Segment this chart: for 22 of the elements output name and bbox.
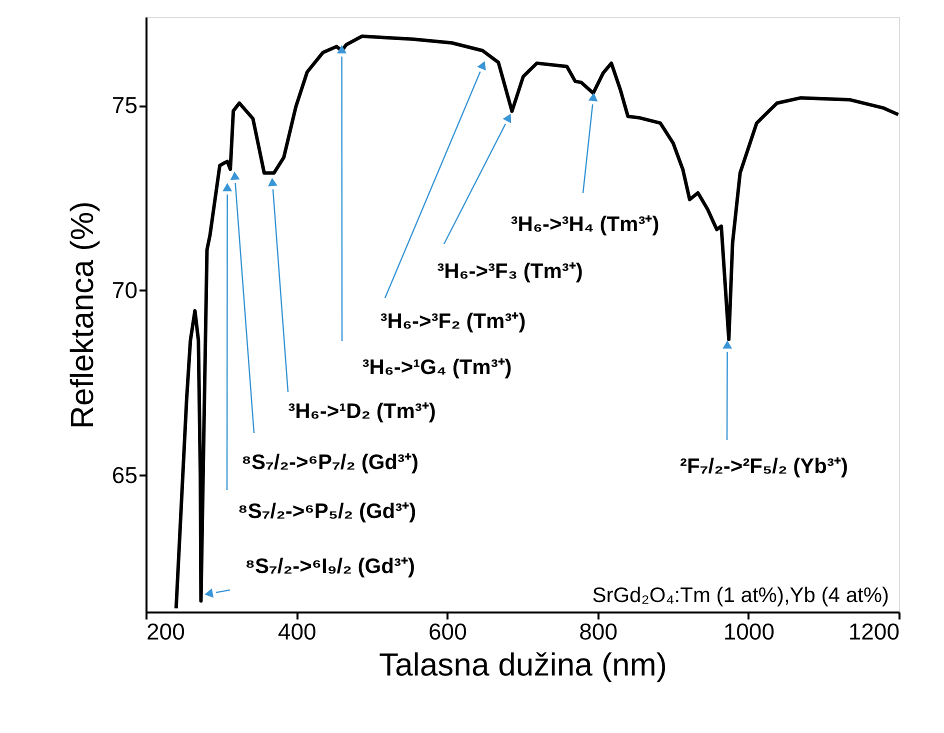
x-tick-label: 600 (428, 618, 467, 644)
x-axis-title: Talasna dužina (nm) (378, 646, 668, 682)
y-tick-label: 70 (112, 276, 138, 303)
annotation: ⁸S₇/₂->⁶P₅/₂ (Gd³⁺) (238, 500, 416, 523)
line-series (174, 34, 899, 610)
x-tick-label: 200 (146, 618, 185, 644)
x-tick-label: 800 (579, 618, 618, 644)
annotation: ³H₆->³F₃ (Tm³⁺) (437, 260, 583, 283)
annotation: ⁸S₇/₂->⁶I₉/₂ (Gd³⁺) (245, 555, 415, 578)
x-tick-label: 400 (278, 618, 316, 644)
annotation: ⁸S₇/₂->⁶P₇/₂ (Gd³⁺) (242, 451, 418, 474)
annotation: ²F₇/₂->²F₅/₂ (Yb³⁺) (680, 455, 848, 478)
x-tick-label: 1200 (848, 618, 900, 644)
annotation: SrGd₂O₄:Tm (1 at%),Yb (4 at%) (592, 584, 889, 607)
annotation: ³H₆->³F₂ (Tm³⁺) (380, 310, 526, 333)
y-tick-label: 75 (112, 92, 138, 118)
annotation: ³H₆->¹D₂ (Tm³⁺) (288, 400, 436, 423)
y-tick-label: 65 (112, 462, 138, 488)
annotation: ³H₆->¹G₄ (Tm³⁺) (362, 356, 512, 379)
annotation: ³H₆->³H₄ (Tm³⁺) (510, 213, 660, 236)
x-tick-label: 1000 (723, 618, 774, 644)
y-axis-title: Reflektanca (%) (64, 201, 100, 429)
